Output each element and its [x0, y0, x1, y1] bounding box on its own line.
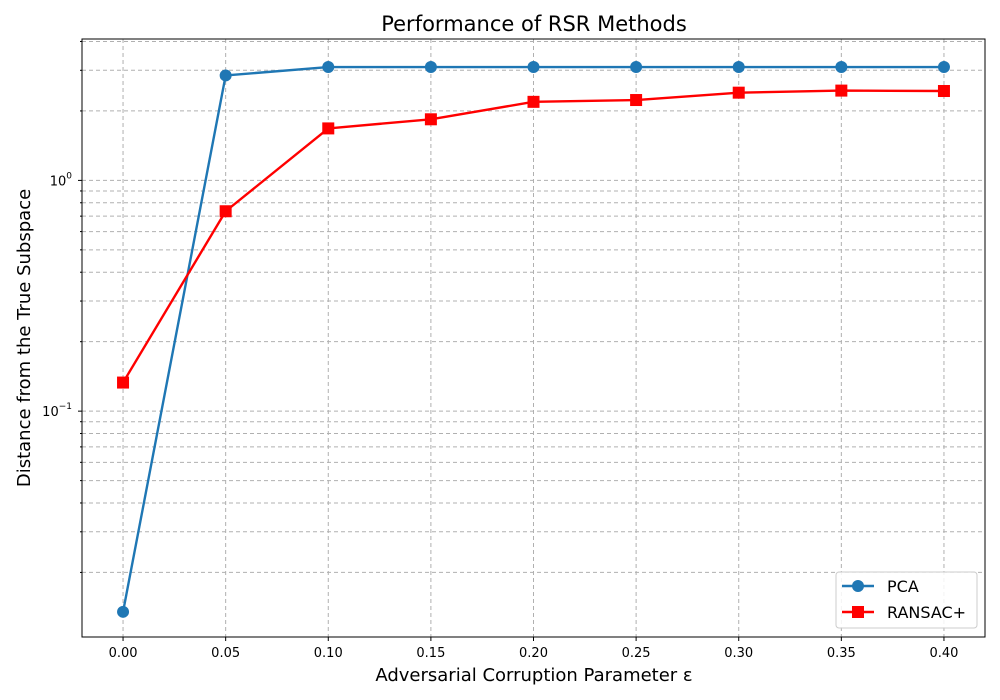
data-point-ransac+ [937, 85, 950, 98]
x-tick-label: 0.40 [929, 646, 958, 661]
data-point-pca [219, 69, 232, 82]
legend-marker-ransac+ [852, 606, 864, 618]
data-point-ransac+ [527, 95, 540, 108]
grid-lines [82, 39, 985, 637]
legend-marker-pca [852, 580, 864, 592]
legend: PCA RANSAC+ [835, 571, 978, 629]
y-tick-label: 100 [50, 171, 73, 189]
x-tick-label: 0.35 [827, 646, 856, 661]
x-tick-label: 0.20 [519, 646, 548, 661]
data-point-pca [835, 61, 848, 74]
data-point-pca [322, 61, 335, 74]
data-point-ransac+ [630, 94, 643, 107]
x-tick-label: 0.00 [109, 646, 138, 661]
data-point-pca [527, 61, 540, 74]
data-series [117, 61, 950, 618]
data-point-pca [117, 605, 130, 618]
data-point-pca [732, 61, 745, 74]
x-tick-label: 0.25 [622, 646, 651, 661]
legend-label-pca: PCA [887, 577, 919, 596]
y-tick-label: 10−1 [42, 402, 72, 420]
data-point-ransac+ [322, 122, 335, 135]
x-tick-label: 0.05 [211, 646, 240, 661]
data-point-ransac+ [117, 376, 130, 389]
legend-label-ransac+: RANSAC+ [887, 603, 966, 622]
axis-ticks: 0.00 0.05 0.10 0.15 0.20 0.25 0.30 0.35 0.40 10−1… [42, 40, 958, 661]
data-point-pca [937, 61, 950, 74]
data-point-ransac+ [732, 86, 745, 99]
x-tick-label: 0.10 [314, 646, 343, 661]
data-point-pca [630, 61, 643, 74]
data-point-pca [424, 61, 437, 74]
data-point-ransac+ [219, 205, 232, 218]
data-point-ransac+ [424, 113, 437, 126]
y-axis-title: Distance from the True Subspace [14, 189, 35, 487]
data-point-ransac+ [835, 84, 848, 97]
x-tick-label: 0.15 [416, 646, 445, 661]
chart-title: Performance of RSR Methods [381, 12, 687, 36]
x-tick-label: 0.30 [724, 646, 753, 661]
plot-area-frame [81, 38, 986, 638]
x-axis-title: Adversarial Corruption Parameter ε [375, 665, 692, 686]
